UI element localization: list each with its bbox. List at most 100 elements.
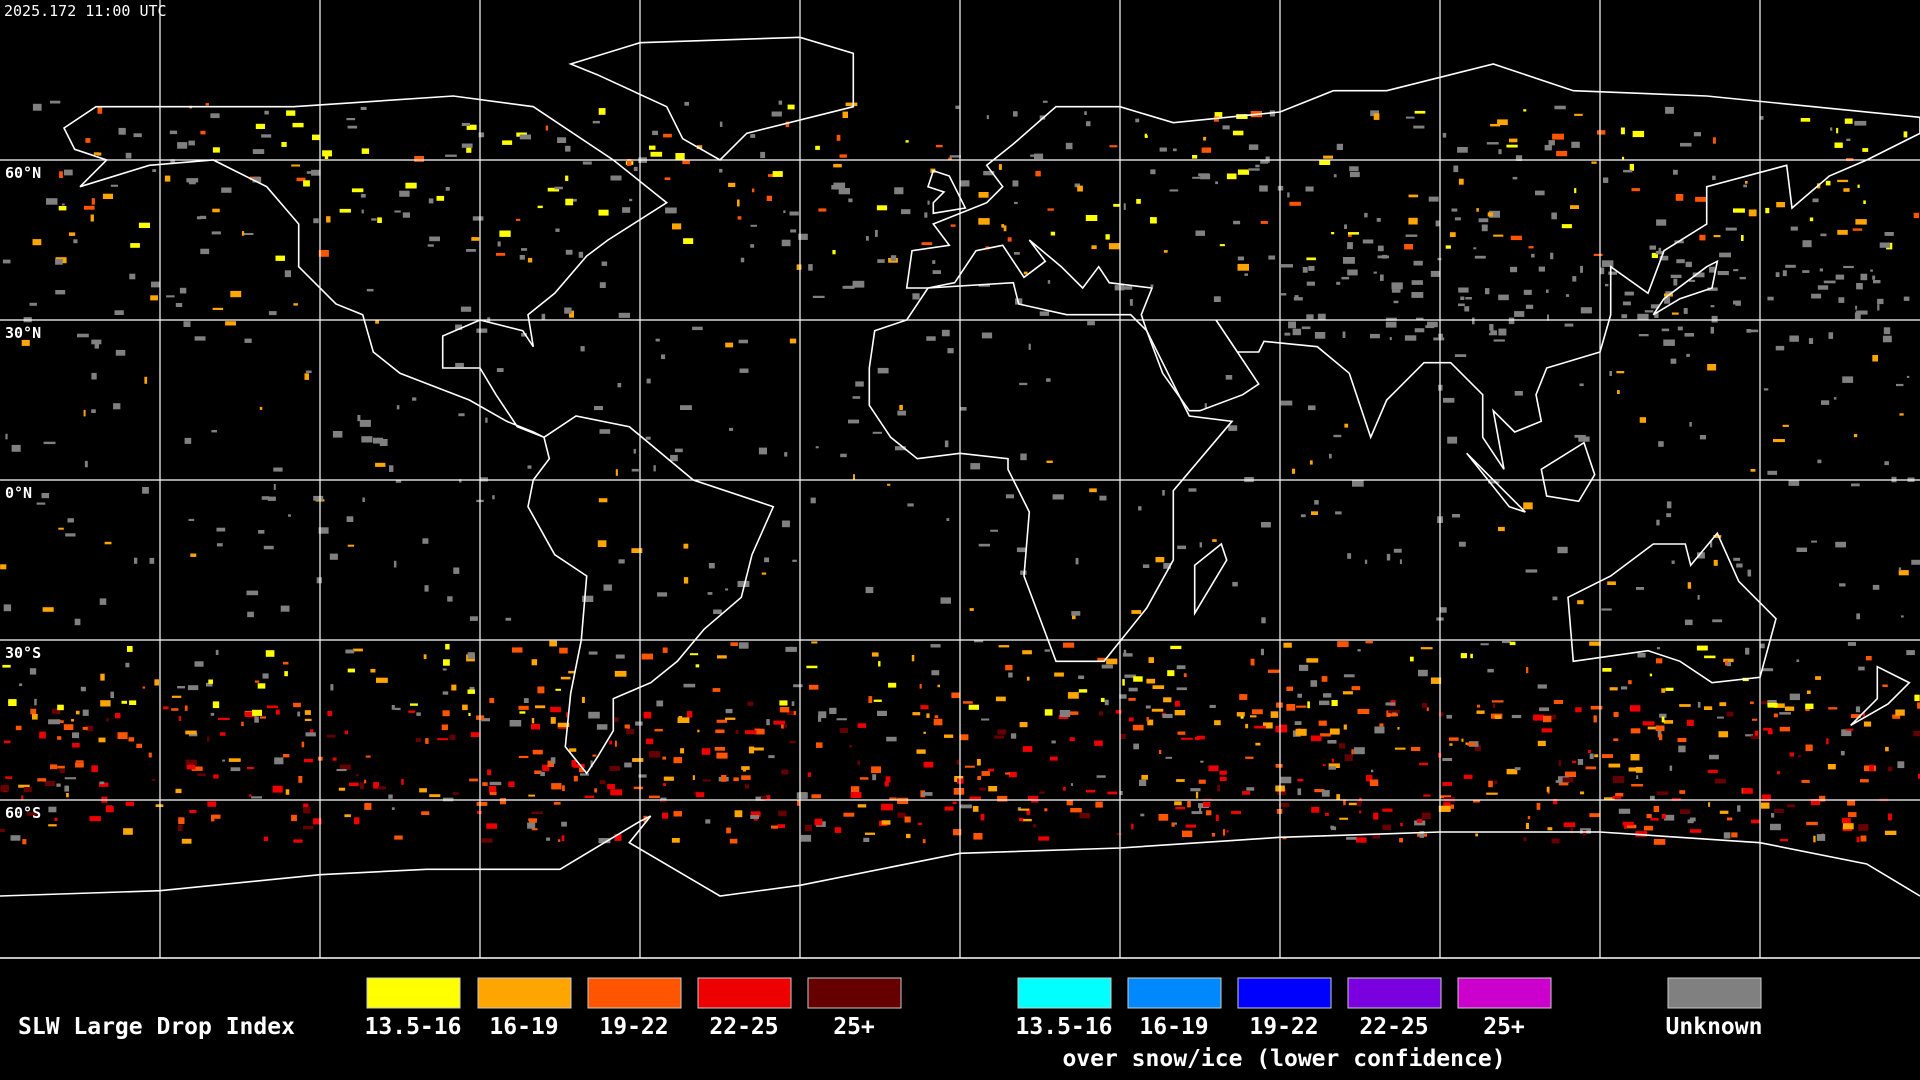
cloud-pixel <box>1656 647 1661 650</box>
cloud-pixel <box>316 577 322 584</box>
cloud-pixel <box>1872 275 1876 280</box>
cloud-pixel <box>1823 280 1836 284</box>
cloud-pixel <box>934 715 939 719</box>
cloud-pixel <box>557 726 567 729</box>
cloud-pixel <box>1458 541 1466 547</box>
cloud-pixel <box>1717 271 1729 276</box>
cloud-pixel <box>1349 171 1360 178</box>
cloud-pixel <box>347 544 355 547</box>
cloud-pixel <box>1903 296 1910 301</box>
cloud-pixel <box>660 800 667 803</box>
cloud-pixel <box>186 764 196 770</box>
cloud-pixel <box>857 760 860 766</box>
cloud-pixel <box>1016 547 1026 553</box>
cloud-pixel <box>499 230 511 237</box>
cloud-pixel <box>1697 701 1701 708</box>
cloud-pixel <box>940 597 951 604</box>
cloud-pixel <box>1647 726 1657 730</box>
cloud-pixel <box>1488 210 1500 218</box>
cloud-pixel <box>1167 670 1175 677</box>
cloud-pixel <box>1331 826 1337 831</box>
cloud-pixel <box>627 159 632 166</box>
cloud-pixel <box>55 290 66 295</box>
cloud-pixel <box>1005 772 1010 775</box>
cloud-pixel <box>1282 837 1287 840</box>
cloud-pixel <box>599 780 606 785</box>
cloud-pixel <box>0 828 6 832</box>
cloud-pixel <box>1498 526 1505 532</box>
cloud-pixel <box>633 786 644 790</box>
cloud-pixel <box>1862 712 1865 717</box>
cloud-pixel <box>118 127 126 135</box>
cloud-pixel <box>469 686 475 690</box>
cloud-pixel <box>754 728 765 735</box>
cloud-pixel <box>1787 804 1795 808</box>
cloud-pixel <box>808 264 813 271</box>
cloud-pixel <box>1144 135 1148 138</box>
cloud-pixel <box>487 769 492 776</box>
cloud-pixel <box>980 813 985 821</box>
cloud-pixel <box>1228 425 1238 431</box>
cloud-pixel <box>1386 710 1391 717</box>
cloud-pixel <box>1816 834 1826 841</box>
cloud-pixel <box>1767 470 1778 475</box>
cloud-pixel <box>1774 808 1784 813</box>
cloud-pixel <box>1074 183 1080 188</box>
cloud-pixel <box>1558 760 1561 767</box>
cloud-pixel <box>292 122 304 128</box>
cloud-pixel <box>427 244 434 247</box>
cloud-pixel <box>1280 400 1293 406</box>
cloud-pixel <box>1590 705 1603 710</box>
cloud-pixel <box>285 789 290 795</box>
cloud-pixel <box>673 757 683 764</box>
cloud-pixel <box>850 786 860 793</box>
cloud-pixel <box>725 588 729 591</box>
cloud-pixel <box>1414 328 1425 333</box>
cloud-pixel <box>1650 795 1655 800</box>
cloud-pixel <box>946 518 950 521</box>
cloud-pixel <box>998 164 1002 170</box>
cloud-pixel <box>288 514 291 517</box>
cloud-pixel <box>1095 801 1103 808</box>
coastline <box>527 415 775 775</box>
cloud-pixel <box>284 671 288 677</box>
cloud-pixel <box>261 496 270 500</box>
cloud-pixel <box>1723 832 1731 839</box>
cloud-pixel <box>1317 313 1326 321</box>
cloud-pixel <box>622 207 631 213</box>
cloud-pixel <box>838 188 850 195</box>
cloud-pixel <box>792 559 797 562</box>
cloud-pixel <box>254 716 259 723</box>
cloud-pixel <box>1348 234 1352 237</box>
cloud-pixel <box>91 372 97 380</box>
cloud-pixel <box>1552 596 1558 601</box>
cloud-pixel <box>527 257 533 263</box>
cloud-pixel <box>1665 106 1674 114</box>
cloud-pixel <box>1089 488 1097 493</box>
cloud-pixel <box>1704 706 1713 710</box>
cloud-pixel <box>105 805 114 813</box>
cloud-pixel <box>832 250 836 255</box>
cloud-pixel <box>1895 709 1905 716</box>
cloud-pixel <box>1635 766 1643 773</box>
cloud-pixel <box>46 198 58 205</box>
cloud-pixel <box>1733 208 1745 213</box>
cloud-pixel <box>216 527 226 532</box>
cloud-pixel <box>1666 501 1672 509</box>
cloud-pixel <box>196 216 202 220</box>
cloud-pixel <box>855 381 864 387</box>
cloud-pixel <box>960 180 970 187</box>
cloud-pixel <box>927 200 930 205</box>
cloud-pixel <box>1283 642 1292 648</box>
legend-title: SLW Large Drop Index <box>18 1014 295 1040</box>
cloud-pixel <box>1607 581 1616 585</box>
cloud-pixel <box>729 427 734 431</box>
cloud-pixel <box>99 598 107 605</box>
cloud-pixel <box>1654 311 1659 318</box>
cloud-pixel <box>365 755 371 758</box>
cloud-pixel <box>1373 812 1379 820</box>
cloud-pixel <box>361 148 370 154</box>
cloud-pixel <box>1318 720 1327 726</box>
cloud-pixel <box>1841 729 1852 737</box>
cloud-pixel <box>489 792 497 796</box>
